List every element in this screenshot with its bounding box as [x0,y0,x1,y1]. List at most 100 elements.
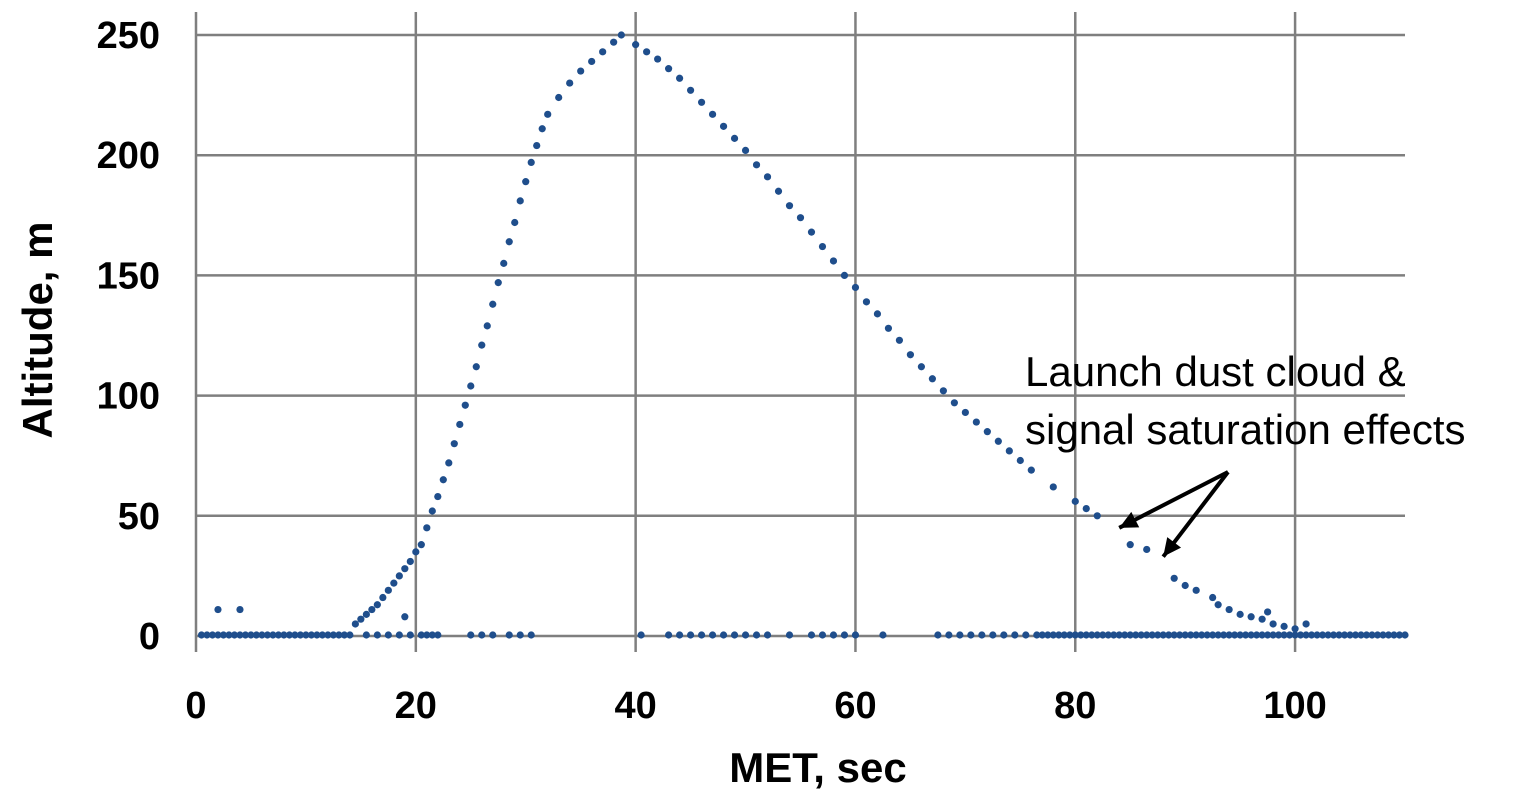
baseline-point [719,631,728,639]
baseline-point [741,631,750,639]
trajectory-point [500,259,508,267]
trajectory-point [1236,610,1244,618]
trajectory-point [1049,483,1057,491]
trajectory-point [1126,541,1134,549]
trajectory-point [379,593,387,602]
baseline-point [203,631,211,639]
baseline-point [945,631,953,639]
annotation-arrows [1118,470,1230,558]
baseline-point [1384,631,1393,639]
baseline-point [1225,631,1233,639]
trajectory-point [884,324,893,332]
baseline-point [1247,631,1255,639]
trajectory-point [708,110,717,118]
baseline-point [318,631,326,639]
baseline-point [1401,631,1409,639]
baseline-point [1368,631,1376,639]
baseline-point [1170,631,1178,639]
baseline-point [1395,631,1404,639]
baseline-point [1132,631,1140,639]
baseline-point [505,631,513,639]
baseline-point [329,631,337,639]
trajectory-point [412,548,420,556]
trajectory-point [456,420,464,429]
trajectory-point [994,437,1002,445]
baseline-point [1099,631,1107,639]
trajectory-point [676,74,684,82]
trajectory-point [577,67,585,75]
trajectory-point [533,141,541,150]
trajectory-point [632,41,640,49]
baseline-point [1236,631,1244,639]
baseline-point [225,631,233,639]
trajectory-point [686,86,695,94]
trajectory-point [1269,620,1277,628]
baseline-point [807,631,816,639]
baseline-point [384,631,392,639]
y-tick-label: 250 [97,15,160,57]
trajectory-point [730,134,739,142]
tick-labels: 0 50 100 150 200 250 0 20 40 60 80 100 [97,15,1327,727]
annotation-line-1: Launch dust cloud & [1025,348,1406,395]
baseline-point [1258,631,1266,639]
baseline-point [1379,631,1387,639]
trajectory-point [1016,456,1024,465]
grid-lines [194,12,1405,652]
baseline-point [1253,631,1261,639]
trajectory-point [395,572,403,580]
baseline-point [362,631,370,639]
baseline-point [1373,631,1382,639]
trajectory-point [494,279,502,287]
trajectory-point [1192,586,1200,594]
baseline-point [285,631,294,639]
baseline-point [752,631,761,639]
baseline-point [236,631,244,639]
x-tick-label: 60 [834,685,876,727]
x-tick-label: 0 [185,685,206,727]
baseline-point [1115,631,1123,639]
baseline-point [697,631,706,639]
baseline-point [1390,631,1398,639]
baseline-point [280,631,288,639]
baseline-point [1242,631,1250,639]
baseline-point [1049,631,1057,639]
trajectory-point [617,31,625,39]
baseline-point [1264,631,1272,639]
baseline-point [1313,631,1321,639]
trajectory-point [373,601,381,609]
baseline-point [296,631,305,639]
trajectory-point [478,341,486,349]
baseline-point [1357,631,1365,639]
trajectory-point [917,363,926,371]
trajectory-point [1027,466,1035,474]
trajectory-point [1258,615,1266,623]
trajectory-point [599,48,607,56]
trajectory-point [588,57,596,66]
trajectory-point [368,605,376,614]
trajectory-point [1280,622,1288,630]
baseline-point [527,631,535,639]
trajectory-point [1071,497,1079,505]
trajectory-point [763,173,772,181]
trajectory-point [1302,620,1310,628]
trajectory-point [483,322,491,330]
baseline-point [1110,631,1118,639]
baseline-point [241,631,250,639]
trajectory-point [741,146,750,154]
baseline-point [307,631,316,639]
baseline-point [1203,631,1211,639]
baseline-point [1209,631,1217,639]
baseline-point [274,631,283,639]
baseline-point [1285,631,1294,639]
trajectory-point [840,271,849,279]
trajectory-point [434,492,442,501]
stray-point [236,605,244,614]
baseline-point [258,631,266,639]
baseline-point [1126,631,1134,639]
baseline-point [1346,631,1354,639]
baseline-point [1159,631,1167,639]
baseline-point [763,631,772,639]
baseline-point [1351,631,1360,639]
trajectory-point [961,408,969,417]
baseline-point [1324,631,1332,639]
